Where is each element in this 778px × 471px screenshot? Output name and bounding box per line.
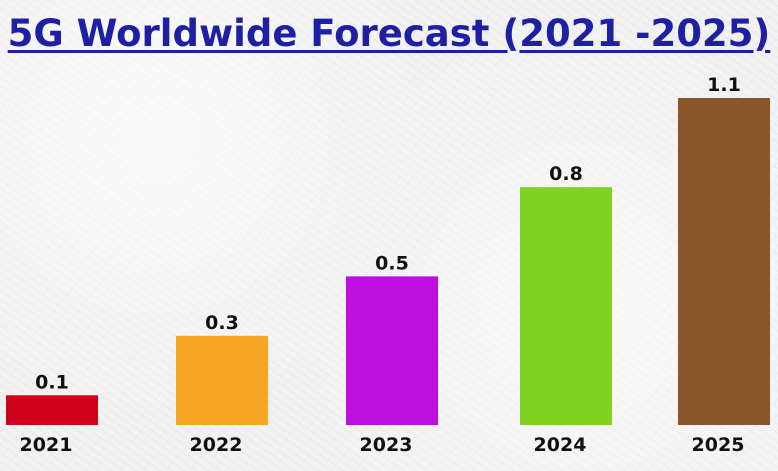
value-label-2022: 0.3 [205, 312, 239, 334]
category-label-2024: 2024 [534, 434, 587, 456]
value-label-2023: 0.5 [375, 252, 409, 274]
category-label-2025: 2025 [692, 434, 745, 456]
bar-2024 [520, 187, 612, 425]
chart-title: 5G Worldwide Forecast (2021 -2025) [7, 12, 771, 55]
value-label-2021: 0.1 [35, 371, 69, 393]
category-label-2022: 2022 [190, 434, 243, 456]
bar-2023 [346, 276, 438, 425]
value-label-2024: 0.8 [549, 163, 583, 185]
value-label-2025: 1.1 [707, 74, 741, 96]
category-label-2021: 2021 [20, 434, 73, 456]
bar-2022 [176, 335, 268, 425]
bar-2021 [6, 395, 98, 425]
bar-2025 [678, 98, 770, 425]
category-label-2023: 2023 [360, 434, 413, 456]
